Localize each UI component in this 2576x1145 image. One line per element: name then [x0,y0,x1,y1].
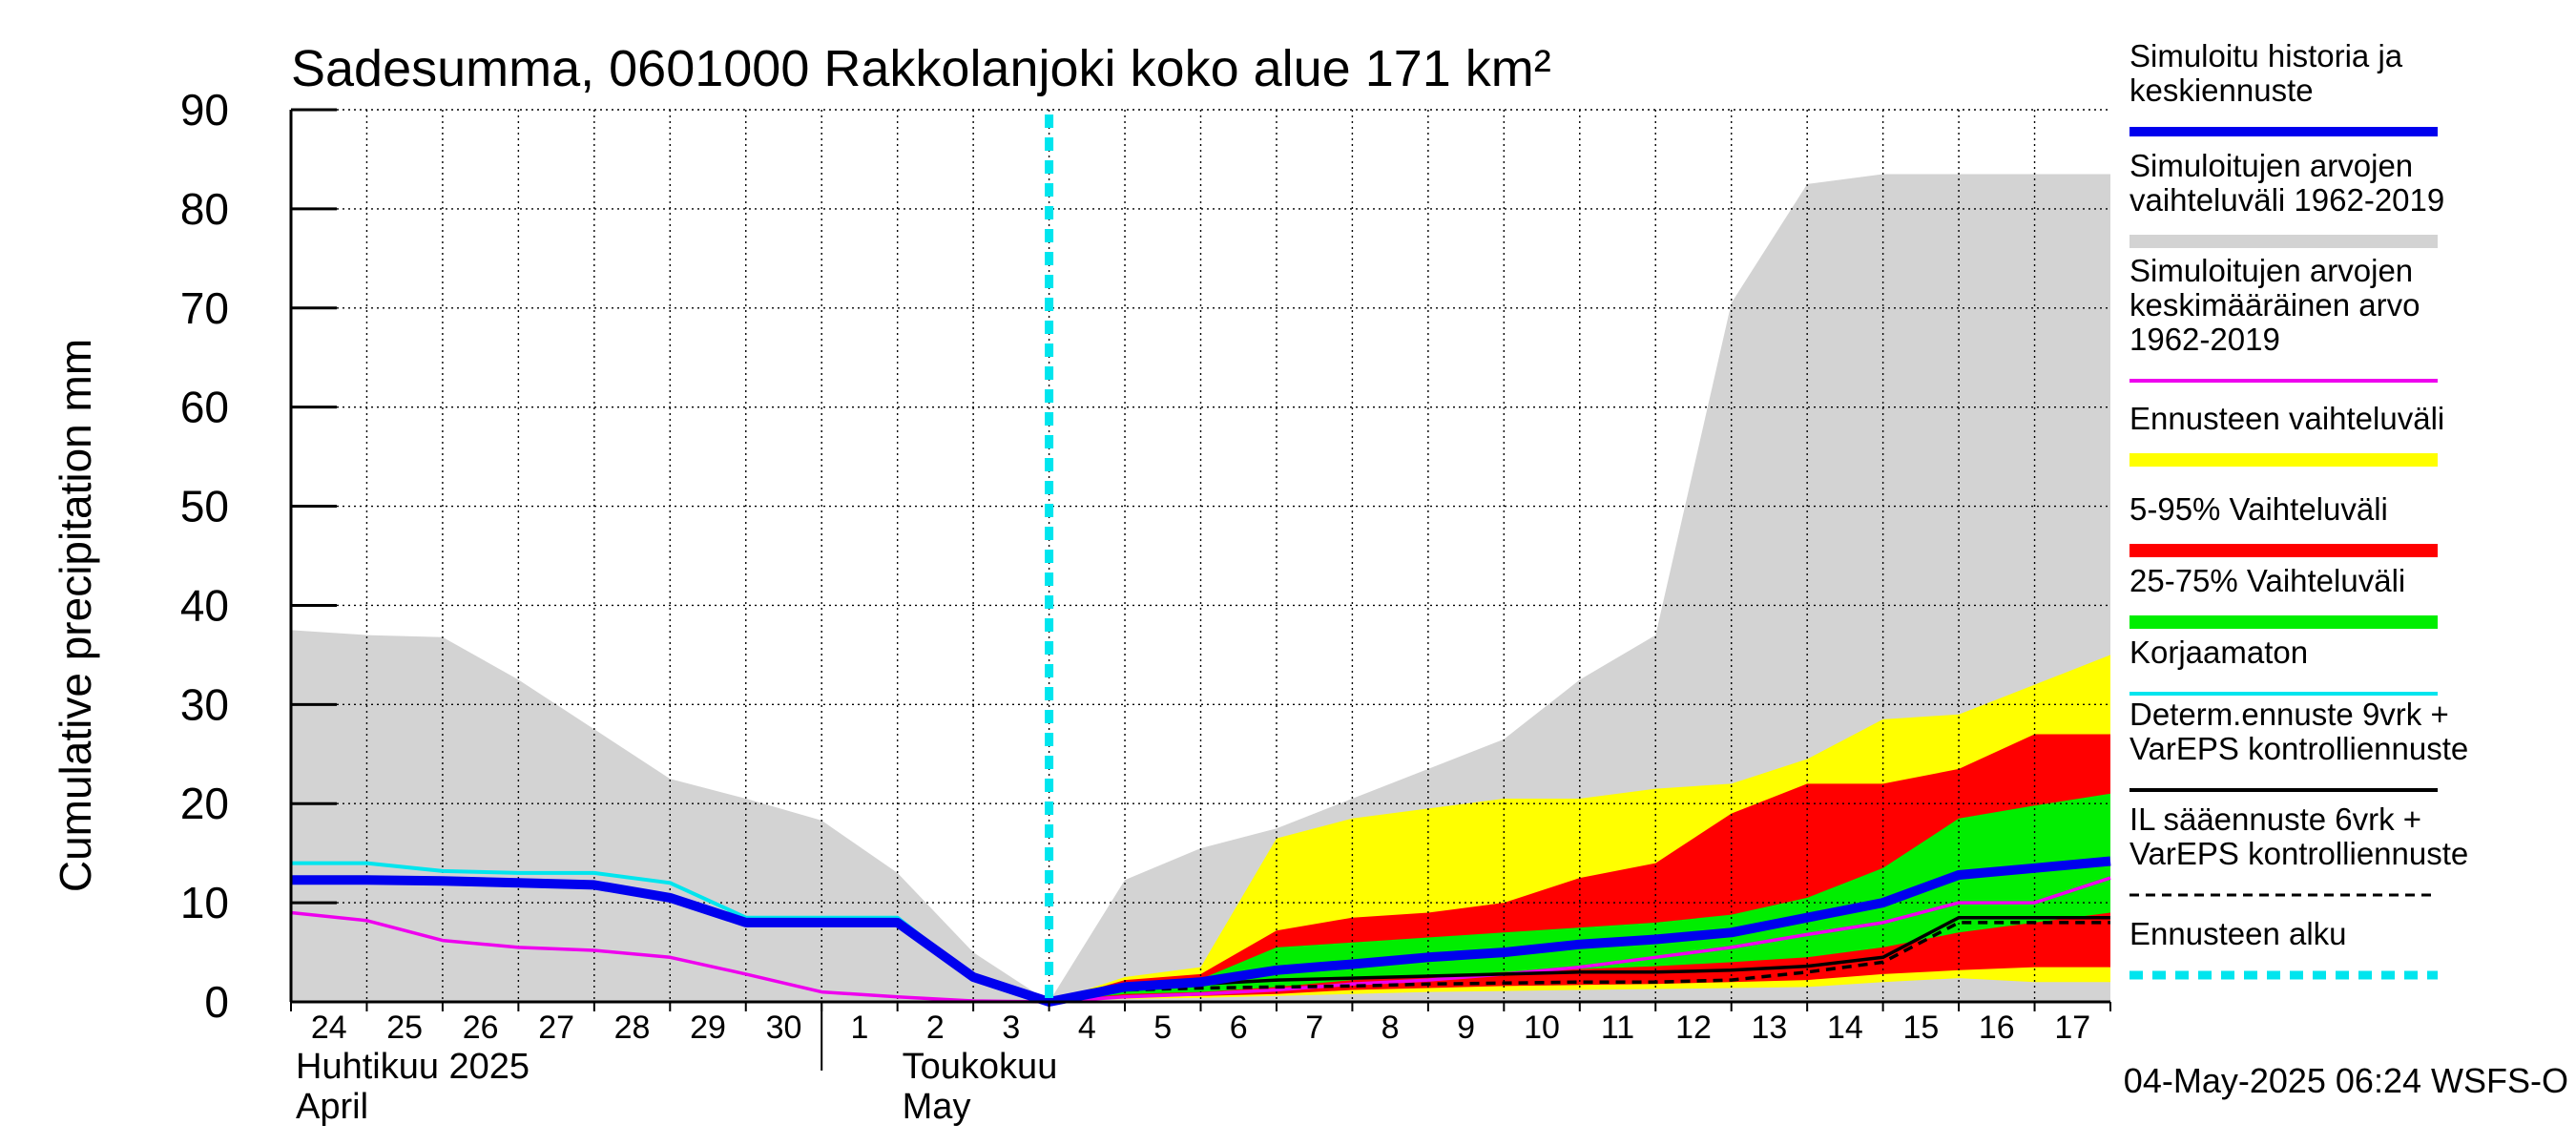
legend-label: keskimääräinen arvo [2129,287,2420,323]
x-tick-label: 1 [850,1010,868,1046]
legend-label: Simuloitujen arvojen [2129,253,2413,288]
x-tick-label: 7 [1305,1010,1323,1046]
legend-label: 5-95% Vaihteluväli [2129,491,2388,527]
legend-item-9: Ennusteen alku [2129,916,2438,980]
legend-label: vaihteluväli 1962-2019 [2129,182,2444,218]
x-tick-label: 25 [386,1010,423,1046]
legend-label: Ennusteen alku [2129,916,2347,951]
legend-item-7: Determ.ennuste 9vrk +VarEPS kontrollienn… [2129,697,2468,792]
legend-label: IL sääennuste 6vrk + [2129,802,2421,837]
legend-label: 25-75% Vaihteluväli [2129,563,2405,598]
x-tick-label: 26 [463,1010,499,1046]
x-tick-label: 8 [1381,1010,1400,1046]
x-tick-label: 29 [690,1010,726,1046]
x-tick-label: 16 [1979,1010,2015,1046]
x-tick-label: 9 [1457,1010,1475,1046]
legend-label: Korjaamaton [2129,635,2308,670]
y-tick-label: 70 [180,283,229,333]
y-tick-label: 0 [204,977,229,1027]
x-tick-label: 13 [1752,1010,1788,1046]
line-il-s-ennuste-6vrk-vareps-kontrolliennuste [1049,921,2110,1004]
y-tick-label: 10 [180,878,229,927]
legend-item-5: 25-75% Vaihteluväli [2129,563,2438,629]
x-tick-label: 6 [1230,1010,1248,1046]
x-tick-label: 10 [1524,1010,1560,1046]
month-label-en: April [296,1087,368,1127]
x-tick-label: 2 [926,1010,945,1046]
line-simuloitujen-arvojen-keskim-r-inen-arvo-1962-2019 [290,876,2111,1004]
month-label: Toukokuu [903,1047,1058,1087]
chart-title: Sadesumma, 0601000 Rakkolanjoki koko alu… [291,40,1551,97]
legend: Simuloitu historia jakeskiennusteSimuloi… [2129,38,2468,980]
series-lines [290,114,2111,1007]
x-tick-label: 27 [538,1010,574,1046]
legend-label: VarEPS kontrolliennuste [2129,836,2468,871]
x-tick-label: 14 [1827,1010,1863,1046]
legend-label: Ennusteen vaihteluväli [2129,401,2444,436]
x-tick-label: 17 [2054,1010,2090,1046]
footer-timestamp: 04-May-2025 06:24 WSFS-O [2124,1061,2568,1100]
x-tick-label: 24 [311,1010,347,1046]
x-tick-label: 11 [1601,1010,1634,1046]
legend-item-8: IL sääennuste 6vrk + VarEPS kontrollienn… [2129,802,2468,897]
month-label: Huhtikuu 2025 [296,1047,530,1087]
legend-item-4: 5-95% Vaihteluväli [2129,491,2438,557]
x-tick-label: 28 [614,1010,651,1046]
line-simuloitu-historia-ja-keskiennuste [291,856,2111,1007]
y-tick-label: 90 [180,85,229,135]
x-tick-label: 30 [766,1010,802,1046]
legend-label: Simuloitu historia ja [2129,38,2403,73]
y-tick-label: 30 [180,679,229,729]
y-tick-label: 40 [180,580,229,630]
y-tick-label: 20 [180,779,229,828]
x-tick-label: 3 [1002,1010,1020,1046]
band-25-75-vaihteluv-li [1049,793,2110,1002]
legend-label: VarEPS kontrolliennuste [2129,731,2468,766]
x-tick-label: 5 [1153,1010,1172,1046]
legend-item-6: Korjaamaton [2129,635,2438,696]
y-tick-label: 80 [180,184,229,234]
legend-item-3: Ennusteen vaihteluväli [2129,401,2444,467]
legend-label: Determ.ennuste 9vrk + [2129,697,2449,732]
bands-layer [291,174,2110,1002]
y-axis-label: Cumulative precipitation mm [51,339,100,892]
y-tick-label: 60 [180,383,229,432]
month-label-en: May [903,1087,971,1127]
legend-label: Simuloitujen arvojen [2129,148,2413,183]
x-tick-label: 12 [1675,1010,1712,1046]
legend-label: 1962-2019 [2129,322,2280,357]
x-tick-label: 4 [1078,1010,1096,1046]
legend-label: keskiennuste [2129,73,2314,108]
x-tick-label: 15 [1902,1010,1939,1046]
y-tick-label: 50 [180,482,229,531]
